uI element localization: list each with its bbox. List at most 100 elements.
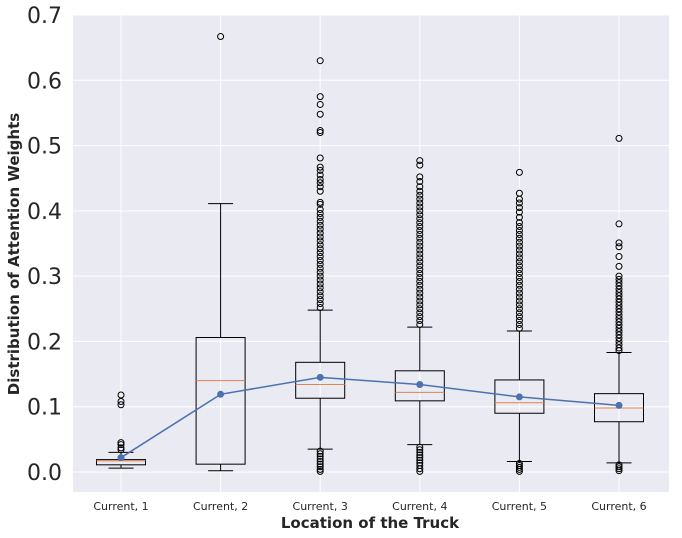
outlier-point xyxy=(316,260,324,268)
x-tick-label: Current, 6 xyxy=(591,500,646,513)
outlier-point xyxy=(615,324,623,332)
outlier-point xyxy=(515,297,523,305)
outlier-point xyxy=(316,249,324,257)
outlier-point xyxy=(515,204,523,212)
outlier-point xyxy=(615,341,623,349)
outlier-point xyxy=(515,309,523,317)
outlier-point xyxy=(416,266,424,274)
outlier-point xyxy=(615,239,623,247)
outlier-point xyxy=(615,295,623,303)
y-tick-label: 0.0 xyxy=(27,461,62,486)
outlier-point xyxy=(416,199,424,207)
outlier-point xyxy=(316,110,324,118)
mean-line xyxy=(120,376,620,459)
outlier-point xyxy=(615,337,623,345)
outlier-point xyxy=(615,282,623,290)
outlier-point xyxy=(316,303,324,311)
outlier-point xyxy=(316,209,324,217)
outlier-point xyxy=(615,311,623,319)
outlier-point xyxy=(615,331,623,339)
outlier-point xyxy=(615,334,623,342)
x-tick-label: Current, 1 xyxy=(93,500,148,513)
box-iqr xyxy=(394,370,445,402)
outlier-point xyxy=(316,458,324,466)
outlier-point xyxy=(416,258,424,266)
outlier-point xyxy=(416,456,424,464)
outlier-point xyxy=(416,467,424,475)
outlier-point xyxy=(316,127,324,135)
outlier-point xyxy=(117,397,125,405)
box-5 xyxy=(494,168,545,475)
outlier-point xyxy=(515,238,523,246)
mean-point xyxy=(117,454,125,462)
outlier-point xyxy=(316,154,324,162)
outlier-point xyxy=(316,452,324,460)
outlier-point xyxy=(316,166,324,174)
outlier-point xyxy=(416,195,424,203)
outlier-point xyxy=(316,163,324,171)
outlier-point xyxy=(615,243,623,251)
box-6 xyxy=(594,134,644,475)
x-tick-label: Current, 5 xyxy=(492,500,547,513)
outlier-point xyxy=(615,298,623,306)
outlier-point xyxy=(515,250,523,258)
outlier-point xyxy=(615,328,623,336)
plot-area xyxy=(73,15,669,492)
outlier-point xyxy=(316,447,324,455)
outlier-point xyxy=(316,233,324,241)
outlier-point xyxy=(316,296,324,304)
x-axis-title: Location of the Truck xyxy=(281,514,460,532)
outlier-point xyxy=(515,208,523,216)
outlier-point xyxy=(416,157,424,165)
outlier-point xyxy=(515,301,523,309)
outlier-point xyxy=(615,285,623,293)
outlier-point xyxy=(416,207,424,215)
outlier-point xyxy=(515,242,523,250)
outlier-point xyxy=(416,293,424,301)
outlier-point xyxy=(316,187,324,195)
outlier-point xyxy=(316,300,324,308)
box-iqr xyxy=(195,337,246,465)
outlier-point xyxy=(615,272,623,280)
outlier-point xyxy=(515,258,523,266)
mean-point xyxy=(615,401,623,409)
outlier-point xyxy=(416,448,424,456)
outlier-point xyxy=(416,305,424,313)
y-tick-label: 0.6 xyxy=(27,69,62,94)
outlier-point xyxy=(515,467,523,475)
x-tick-label: Current, 2 xyxy=(193,500,248,513)
outlier-point xyxy=(316,245,324,253)
box-iqr xyxy=(295,361,346,399)
outlier-point xyxy=(515,226,523,234)
outlier-point xyxy=(316,292,324,300)
outlier-point xyxy=(515,270,523,278)
box-2 xyxy=(195,33,246,472)
outlier-point xyxy=(316,253,324,261)
outlier-point xyxy=(416,219,424,227)
outlier-point xyxy=(416,238,424,246)
outlier-point xyxy=(316,129,324,137)
outlier-point xyxy=(515,313,523,321)
mean-line-series xyxy=(117,373,623,462)
outlier-point xyxy=(416,226,424,234)
outlier-point xyxy=(515,254,523,262)
outlier-point xyxy=(515,277,523,285)
outlier-point xyxy=(416,301,424,309)
outlier-point xyxy=(316,179,324,187)
outlier-point xyxy=(416,262,424,270)
y-tick-label: 0.5 xyxy=(27,135,62,160)
x-tick-label: Current, 3 xyxy=(293,500,348,513)
outlier-point xyxy=(416,454,424,462)
outlier-point xyxy=(316,176,324,184)
y-tick-label: 0.1 xyxy=(27,396,62,421)
outlier-point xyxy=(615,288,623,296)
outlier-point xyxy=(515,289,523,297)
outlier-point xyxy=(316,241,324,249)
box-1 xyxy=(96,391,146,469)
x-tick-label: Current, 4 xyxy=(392,500,447,513)
mean-point xyxy=(416,381,424,389)
outlier-point xyxy=(416,223,424,231)
outlier-point xyxy=(515,230,523,238)
outlier-point xyxy=(316,229,324,237)
outlier-point xyxy=(515,223,523,231)
